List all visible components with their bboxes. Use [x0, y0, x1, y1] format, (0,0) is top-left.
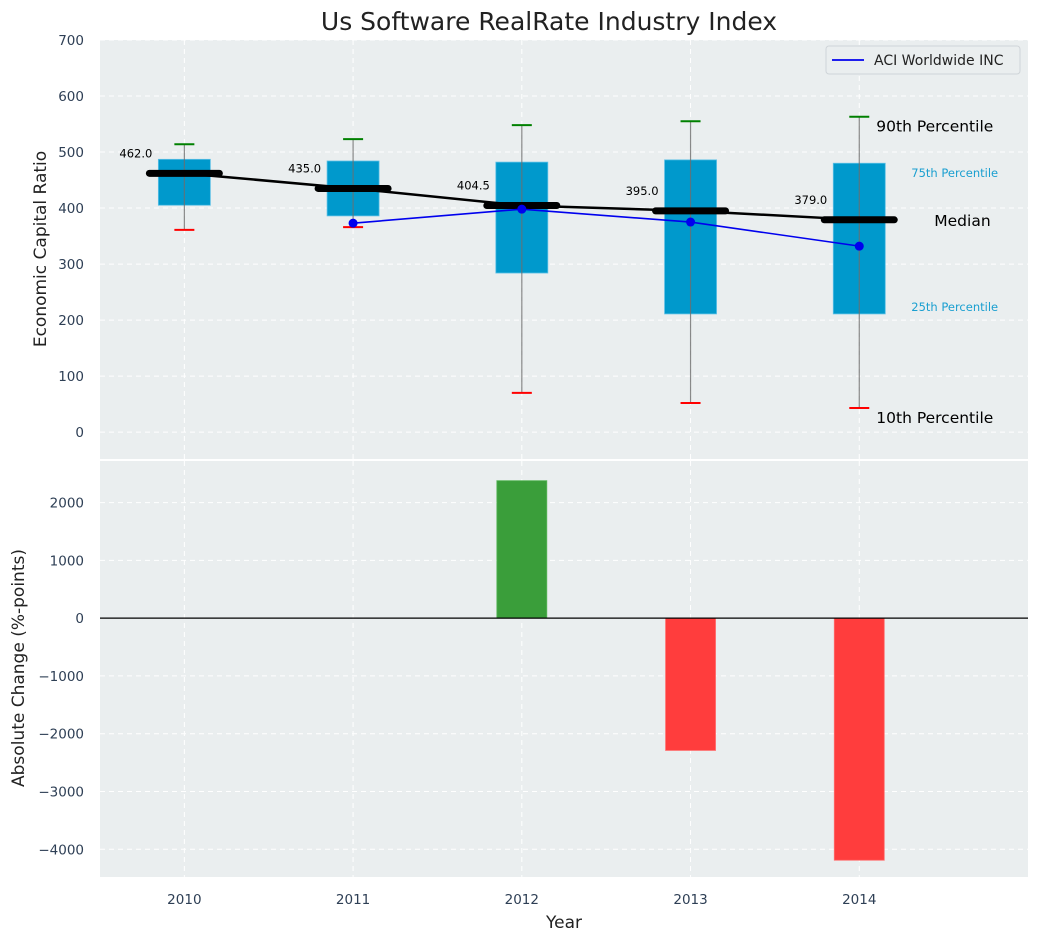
- bottom-y-tick-label: 1000: [50, 553, 84, 569]
- bottom-y-tick-label: 0: [75, 611, 84, 627]
- bottom-y-tick-label: −1000: [38, 669, 84, 685]
- x-tick-label: 2012: [505, 892, 539, 908]
- x-axis-label: Year: [545, 913, 582, 933]
- legend-box: [825, 45, 1021, 75]
- annotation-25th-percentile: 25th Percentile: [911, 300, 998, 314]
- x-tick-label: 2013: [673, 892, 707, 908]
- median-value-label: 404.5: [457, 179, 490, 193]
- top-axes: 0 100 200 300 400 500 600 700 462.0 435.0 404.5 395…: [58, 33, 1028, 459]
- annotation-75th-percentile: 75th Percentile: [911, 166, 998, 180]
- x-tick-label: 2010: [167, 892, 201, 908]
- change-bar-2012: [496, 480, 548, 619]
- median-value-label: 395.0: [626, 184, 659, 198]
- aci-series-point: [686, 217, 696, 227]
- legend: ACI Worldwide INC: [825, 45, 1021, 75]
- top-y-tick-label: 700: [58, 33, 84, 49]
- aci-series-point: [348, 218, 358, 228]
- annotation-median: Median: [934, 212, 990, 230]
- aci-series-point: [517, 204, 527, 214]
- aci-series-line: [353, 208, 860, 247]
- bottom-y-tick-label: 2000: [50, 496, 84, 512]
- top-y-tick-label: 400: [58, 201, 84, 217]
- bottom-y-tick-label: −3000: [38, 784, 84, 800]
- top-y-axis-label: Economic Capital Ratio: [31, 151, 51, 347]
- bottom-plot-background: [100, 461, 1028, 877]
- change-bar-2014: [833, 617, 885, 861]
- bottom-y-tick-label: −4000: [38, 842, 84, 858]
- bottom-y-axis-label: Absolute Change (%-points): [9, 549, 29, 787]
- bottom-axes: −4000 −3000 −2000 −1000 0 1000 2000 2010 2011 201…: [38, 461, 1028, 908]
- annotation-90th-percentile: 90th Percentile: [876, 118, 993, 136]
- top-y-tick-label: 100: [58, 369, 84, 385]
- top-plot-background: [100, 40, 1028, 459]
- top-y-tick-label: 600: [58, 89, 84, 105]
- x-tick-label: 2014: [842, 892, 876, 908]
- annotation-10th-percentile: 10th Percentile: [876, 409, 993, 427]
- top-y-tick-label: 500: [58, 145, 84, 161]
- bottom-y-tick-label: −2000: [38, 727, 84, 743]
- top-y-tick-label: 300: [58, 257, 84, 273]
- top-y-tick-label: 0: [75, 425, 84, 441]
- change-bar-2013: [665, 617, 716, 751]
- legend-label-aci: ACI Worldwide INC: [874, 53, 1004, 69]
- aci-series-point: [854, 241, 864, 251]
- median-value-label: 462.0: [119, 146, 152, 160]
- median-value-label: 379.0: [794, 193, 827, 207]
- x-tick-label: 2011: [336, 892, 370, 908]
- chart-title: Us Software RealRate Industry Index: [321, 7, 777, 36]
- median-value-label: 435.0: [288, 161, 321, 175]
- top-y-tick-label: 200: [58, 313, 84, 329]
